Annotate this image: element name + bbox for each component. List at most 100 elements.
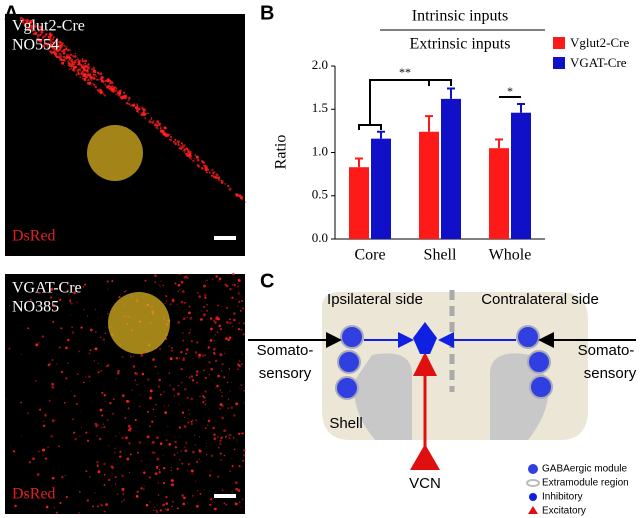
signal: [170, 469, 172, 472]
signal: [220, 370, 223, 372]
signal: [97, 371, 100, 374]
signal: [187, 421, 190, 424]
signal: [47, 36, 50, 39]
signal: [50, 296, 53, 299]
signal: [56, 371, 58, 373]
signal: [180, 332, 182, 334]
signal: [103, 394, 106, 397]
signal: [134, 379, 137, 381]
signal: [194, 434, 196, 436]
signal: [140, 460, 143, 462]
signal: [70, 62, 74, 66]
legend-icon: [526, 479, 540, 487]
signal: [23, 408, 25, 409]
module: [340, 325, 364, 349]
signal: [85, 376, 87, 378]
signal: [172, 372, 173, 374]
signal: [238, 501, 241, 503]
signal: [240, 384, 242, 386]
signal: [88, 352, 91, 355]
signal: [240, 506, 242, 508]
signal: [61, 476, 64, 479]
signal: [221, 182, 224, 184]
signal: [48, 38, 50, 40]
label: Somato-: [257, 342, 314, 359]
shell-region: [490, 353, 549, 440]
signal: [74, 55, 77, 57]
signal: [48, 45, 51, 47]
signal: [212, 278, 214, 280]
signal: [237, 279, 241, 283]
signal: [95, 75, 98, 78]
signal: [77, 69, 79, 71]
signal: [127, 424, 131, 428]
signal: [115, 93, 117, 95]
signal: [139, 105, 141, 108]
signal: [131, 389, 133, 391]
signal: [227, 403, 229, 405]
image-text: DsRed: [12, 228, 56, 245]
signal: [224, 435, 227, 438]
signal: [156, 124, 159, 127]
signal: [203, 396, 206, 399]
signal: [238, 322, 241, 325]
signal: [72, 54, 75, 58]
signal: [210, 454, 214, 458]
signal: [88, 375, 91, 378]
signal: [196, 291, 199, 294]
signal: [199, 395, 201, 398]
signal: [153, 451, 156, 454]
signal: [117, 93, 119, 95]
signal: [121, 436, 124, 440]
module: [337, 350, 361, 374]
signal: [41, 31, 44, 34]
signal: [170, 479, 174, 482]
signal: [170, 347, 173, 349]
signal: [73, 291, 77, 295]
signal: [204, 403, 207, 406]
signal: [136, 110, 139, 113]
chart-title: Intrinsic inputs: [412, 8, 508, 25]
signal: [158, 465, 160, 467]
signal: [96, 424, 99, 427]
signal: [98, 79, 100, 81]
signal: [183, 152, 185, 154]
signal: [219, 442, 222, 446]
signal: [15, 492, 17, 494]
signal: [229, 287, 232, 291]
signal: [211, 174, 214, 177]
significance: **: [399, 65, 411, 79]
signal: [127, 429, 130, 432]
signal: [51, 382, 54, 386]
signal: [67, 61, 71, 65]
signal: [60, 327, 63, 330]
signal: [121, 501, 123, 503]
signal: [152, 408, 155, 411]
signal: [231, 464, 234, 468]
signal: [158, 468, 160, 471]
signal: [85, 71, 87, 73]
signal: [233, 448, 236, 451]
signal: [67, 283, 69, 285]
signal: [71, 331, 75, 334]
signal: [180, 300, 184, 304]
signal: [64, 52, 67, 54]
signal: [241, 353, 243, 355]
signal: [182, 356, 185, 359]
signal: [220, 459, 222, 461]
signal: [159, 285, 161, 287]
signal: [177, 303, 179, 305]
signal: [23, 22, 27, 26]
module: [516, 325, 540, 349]
signal: [142, 372, 144, 375]
signal: [45, 38, 48, 40]
signal: [217, 436, 219, 439]
signal: [101, 391, 104, 395]
signal: [190, 420, 193, 423]
signal: [164, 302, 166, 304]
signal: [195, 155, 197, 157]
signal: [173, 416, 175, 417]
signal: [190, 340, 193, 343]
signal: [186, 153, 190, 157]
